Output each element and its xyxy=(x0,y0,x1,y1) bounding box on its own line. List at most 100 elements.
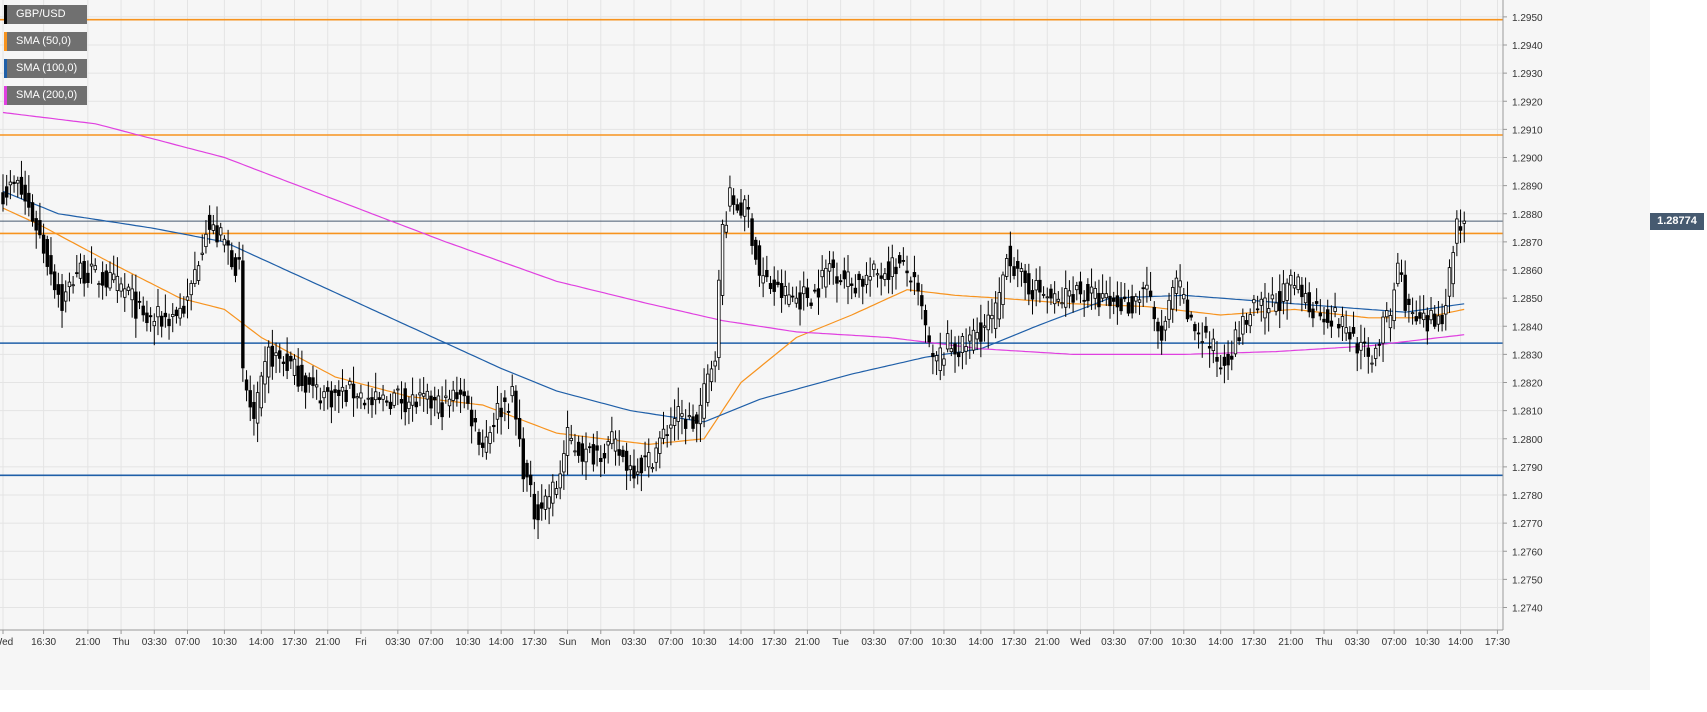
candle xyxy=(407,396,411,425)
candle xyxy=(1241,308,1245,345)
candle-body xyxy=(344,389,348,402)
candle xyxy=(591,433,596,472)
candle xyxy=(1219,354,1223,375)
candle-body xyxy=(949,348,954,353)
candle-body xyxy=(979,322,983,342)
candle-body xyxy=(875,273,880,276)
candle-body xyxy=(1396,262,1400,285)
candle xyxy=(52,264,57,299)
candle-body xyxy=(351,383,356,399)
candle-body xyxy=(1230,355,1234,360)
candle xyxy=(1104,280,1109,306)
legend-swatch-sma-100 xyxy=(4,59,7,78)
candle-body xyxy=(650,467,655,470)
candle xyxy=(813,283,817,294)
candle xyxy=(115,257,120,303)
candle xyxy=(12,175,16,193)
candle-body xyxy=(554,488,559,495)
candle xyxy=(540,484,544,521)
candle xyxy=(1263,283,1267,335)
candle-body xyxy=(145,312,149,324)
candle-body xyxy=(1038,279,1042,293)
candle xyxy=(997,277,1001,328)
candle xyxy=(990,298,994,334)
candle xyxy=(163,294,168,328)
legend-item-sma-100[interactable]: SMA (100,0) xyxy=(4,59,88,78)
candle-body xyxy=(1178,280,1182,288)
candle-body xyxy=(680,413,684,417)
candle xyxy=(1377,339,1382,357)
candle-body xyxy=(964,346,968,352)
candle xyxy=(263,346,267,403)
candle xyxy=(1433,305,1437,330)
legend-item-sma-200[interactable]: SMA (200,0) xyxy=(4,86,88,105)
candle-body xyxy=(672,418,677,426)
candle xyxy=(1436,300,1441,332)
candle xyxy=(326,380,330,410)
candle xyxy=(1023,263,1027,300)
candle xyxy=(772,266,776,306)
candle xyxy=(558,460,562,500)
candle xyxy=(1082,290,1086,317)
candle xyxy=(226,229,230,265)
x-tick-label: Wed xyxy=(0,637,13,648)
x-tick-label: 14:00 xyxy=(1448,637,1473,648)
candle-body xyxy=(115,275,120,292)
legend-label-sma-200: SMA (200,0) xyxy=(16,89,78,101)
candle xyxy=(1030,279,1035,315)
candle-body xyxy=(850,283,854,286)
candle xyxy=(425,383,430,414)
candle xyxy=(219,222,223,242)
x-tick-label: 07:00 xyxy=(175,637,200,648)
candle xyxy=(1322,306,1326,335)
candle xyxy=(1167,292,1171,329)
candle xyxy=(207,205,212,244)
candle-body xyxy=(510,386,514,397)
candle xyxy=(864,262,869,294)
candle-body xyxy=(897,255,902,264)
candle-body xyxy=(838,280,843,283)
candle xyxy=(359,384,363,409)
candle-body xyxy=(683,419,688,429)
x-tick-label: 03:30 xyxy=(142,637,167,648)
x-tick-label: 17:30 xyxy=(1485,637,1510,648)
candle-body xyxy=(960,336,965,353)
legend-item-symbol[interactable]: GBP/USD xyxy=(4,5,88,24)
candle xyxy=(521,427,525,492)
candle-body xyxy=(676,406,680,422)
candle xyxy=(957,335,961,367)
x-tick-label: 10:30 xyxy=(1171,637,1196,648)
candle xyxy=(901,247,906,266)
candle xyxy=(565,410,570,475)
candle xyxy=(1337,318,1341,338)
candle-body xyxy=(359,392,363,399)
y-tick-label: 1.2780 xyxy=(1512,491,1543,502)
candle-body xyxy=(588,446,592,449)
candle xyxy=(1355,337,1359,372)
candle-body xyxy=(248,390,252,408)
candle xyxy=(123,273,127,312)
candle xyxy=(196,261,201,285)
candle xyxy=(30,194,35,227)
legend-item-sma-50[interactable]: SMA (50,0) xyxy=(4,32,88,51)
candle-body xyxy=(126,286,131,291)
candle xyxy=(938,332,942,381)
candle-body xyxy=(174,309,179,317)
candle xyxy=(318,387,323,410)
candle xyxy=(16,176,20,198)
candle xyxy=(543,489,548,520)
candle xyxy=(204,220,208,254)
candle-body xyxy=(698,404,703,425)
candle xyxy=(669,407,673,446)
candle xyxy=(480,429,485,458)
x-tick-label: 21:00 xyxy=(795,637,820,648)
x-tick-label: Wed xyxy=(1070,637,1090,648)
candle-body xyxy=(547,496,551,509)
candle xyxy=(724,211,728,239)
candle xyxy=(1248,308,1252,334)
candle-body xyxy=(503,397,507,402)
candle-body xyxy=(1458,226,1463,231)
candle-body xyxy=(274,352,278,356)
legend-label-symbol: GBP/USD xyxy=(16,8,66,20)
